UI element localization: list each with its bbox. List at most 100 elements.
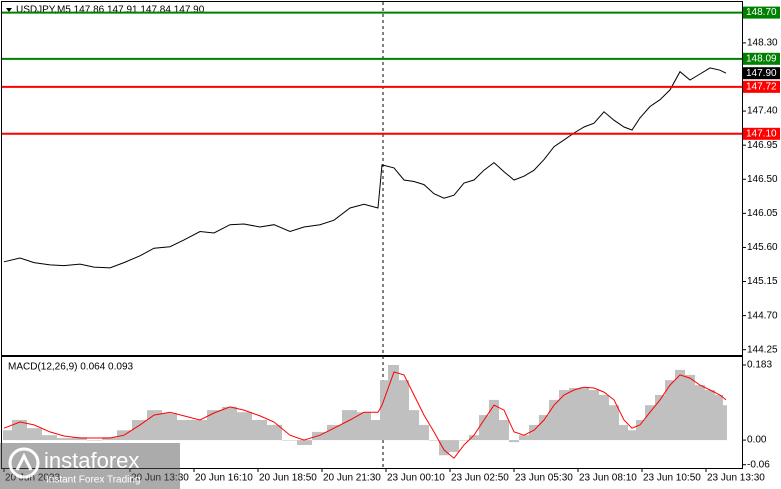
watermark-logo-mark: [15, 452, 33, 471]
watermark-brand: instaforex: [44, 448, 139, 473]
histogram-bar: [479, 415, 489, 441]
histogram-bar: [449, 440, 459, 452]
y-tick-label: 145.60: [747, 242, 778, 253]
histogram-bar: [282, 440, 297, 441]
histogram-bar: [569, 387, 579, 441]
x-tick-label: 23 Jun 00:10: [387, 473, 445, 484]
histogram-bar: [162, 413, 177, 441]
macd-title: MACD(12,26,9) 0.064 0.093: [8, 362, 134, 373]
x-tick-label: 23 Jun 02:50: [451, 473, 509, 484]
histogram-bar: [705, 390, 715, 441]
histogram-bar: [192, 419, 207, 441]
price-label-box: [743, 80, 780, 93]
histogram-bar: [27, 428, 42, 441]
histogram-bar: [685, 374, 695, 441]
histogram-bar: [589, 390, 599, 441]
y-tick-label: 0.00: [747, 435, 767, 446]
histogram-bar: [695, 385, 705, 441]
histogram-bar: [222, 406, 237, 441]
x-tick-label: 23 Jun 08:10: [579, 473, 637, 484]
macd-panel: [1, 356, 743, 469]
histogram-bar: [42, 435, 57, 441]
histogram-bar: [3, 430, 12, 441]
histogram-bar: [459, 440, 469, 441]
y-tick-label: -0.06: [747, 459, 770, 470]
histogram-bar: [177, 419, 192, 441]
histogram-bar: [519, 435, 529, 441]
histogram-bar: [599, 394, 609, 441]
histogram-bar: [645, 405, 655, 441]
histogram-bar: [439, 440, 449, 456]
histogram-bar: [429, 440, 439, 441]
price-label: 148.09: [746, 53, 777, 64]
symbol-icon: [6, 8, 12, 12]
histogram-bar: [499, 419, 509, 441]
histogram-bar: [102, 437, 117, 441]
histogram-bar: [655, 394, 665, 441]
histogram-bar: [529, 424, 539, 441]
price-label: 148.70: [746, 7, 777, 18]
histogram-bar: [237, 412, 252, 441]
y-tick-label: 146.50: [747, 174, 778, 185]
histogram-bar: [327, 424, 342, 441]
histogram-bar: [87, 440, 102, 441]
price-label-box: [743, 6, 780, 19]
histogram-bar: [665, 380, 675, 441]
histogram-bar: [57, 438, 72, 441]
histogram-bar: [619, 424, 628, 441]
y-tick-label: 146.05: [747, 208, 778, 219]
histogram-bar: [628, 430, 636, 441]
histogram-bar: [388, 365, 399, 441]
price-panel: [1, 1, 743, 356]
histogram-bar: [539, 415, 549, 441]
watermark: instaforex Instant Forex Trading: [0, 443, 180, 489]
price-label: 147.10: [746, 128, 777, 139]
watermark-logo: [8, 447, 40, 479]
histogram-bar: [489, 399, 499, 441]
histogram-bar: [609, 405, 619, 441]
price-label-box: [743, 127, 780, 140]
histogram-bar: [509, 440, 519, 443]
histogram-bar: [312, 431, 327, 441]
x-tick-label: 20 Jun 18:50: [259, 473, 317, 484]
y-tick-label: 148.30: [747, 38, 778, 49]
y-tick-label: 146.95: [747, 140, 778, 151]
watermark-tagline: Instant Forex Trading: [46, 475, 141, 486]
histogram-bar: [12, 419, 27, 441]
histogram-bar: [267, 424, 282, 441]
y-tick-label: 147.40: [747, 106, 778, 117]
histogram-bar: [207, 410, 222, 441]
histogram-bar: [559, 390, 569, 441]
histogram-bar: [342, 410, 357, 441]
histogram-bar: [579, 387, 589, 441]
price-label-box: [743, 67, 780, 80]
y-tick-label: 145.15: [747, 276, 778, 287]
y-tick-label: 144.25: [747, 344, 778, 355]
histogram-bar: [357, 412, 371, 441]
x-tick-label: 23 Jun 10:50: [643, 473, 701, 484]
x-tick-label: 23 Jun 13:30: [707, 473, 765, 484]
x-tick-label: 20 Jun 2023: [5, 473, 60, 484]
histogram-bar: [399, 380, 409, 441]
histogram-bar: [675, 369, 685, 441]
histogram-bar: [252, 419, 267, 441]
price-label-box: [743, 52, 780, 65]
price-line: [3, 67, 727, 269]
x-tick-label: 23 Jun 05:30: [515, 473, 573, 484]
x-tick-label: 20 Jun 13:30: [131, 473, 189, 484]
price-label: 147.90: [746, 68, 777, 79]
x-tick-label: 20 Jun 16:10: [195, 473, 253, 484]
y-tick-label: 144.70: [747, 310, 778, 321]
x-tick-label: 20 Jun 21:30: [323, 473, 381, 484]
price-label: 147.72: [746, 81, 777, 92]
histogram-bar: [72, 437, 87, 441]
histogram-bar: [723, 405, 727, 441]
signal-line: [3, 371, 727, 459]
histogram-bar: [409, 410, 419, 441]
histogram-bar: [636, 419, 645, 441]
histogram-bar: [715, 394, 723, 441]
histogram-bar: [380, 380, 388, 441]
y-tick-label: 0.183: [747, 360, 772, 371]
histogram-bar: [132, 419, 147, 441]
histogram-bar: [371, 419, 380, 441]
